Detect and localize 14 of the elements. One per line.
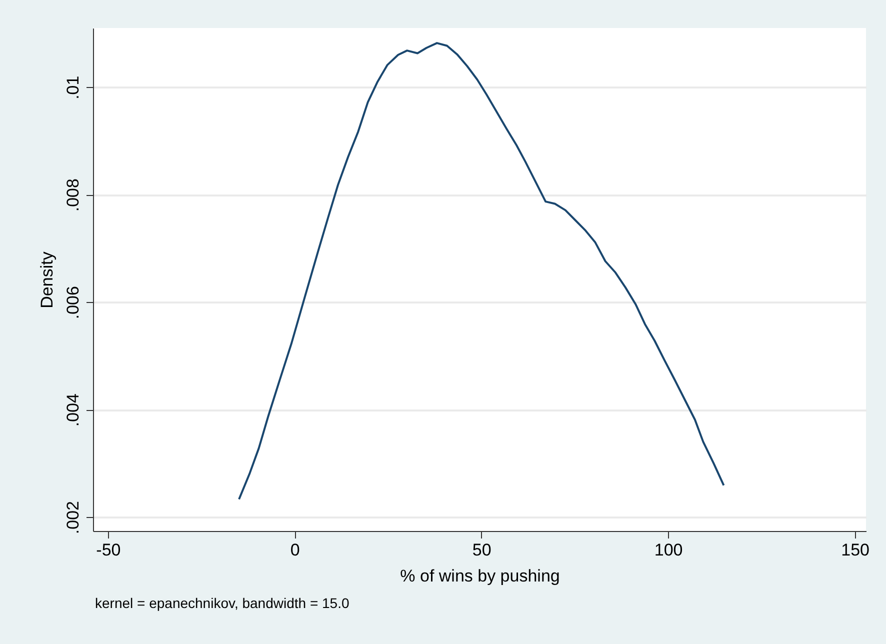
x-tick-label: -50 bbox=[96, 540, 121, 560]
x-tick-label: 150 bbox=[841, 540, 870, 560]
y-tick-label: .006 bbox=[64, 286, 82, 320]
y-tick-label: .002 bbox=[64, 500, 82, 534]
text: kernel = epanechnikov, bandwidth = 15.0 bbox=[95, 595, 350, 611]
x-axis-title: % of wins by pushing bbox=[400, 566, 560, 586]
y-tick-label: .004 bbox=[64, 394, 82, 427]
y-tick-label: .01 bbox=[64, 76, 82, 100]
x-tick-label: 100 bbox=[654, 540, 683, 560]
y-tick-label: .008 bbox=[64, 178, 82, 212]
x-tick-label: 50 bbox=[472, 540, 492, 560]
line-series bbox=[238, 42, 725, 500]
x-tick-label: 0 bbox=[290, 540, 300, 560]
y-axis-title: Density bbox=[38, 251, 56, 308]
